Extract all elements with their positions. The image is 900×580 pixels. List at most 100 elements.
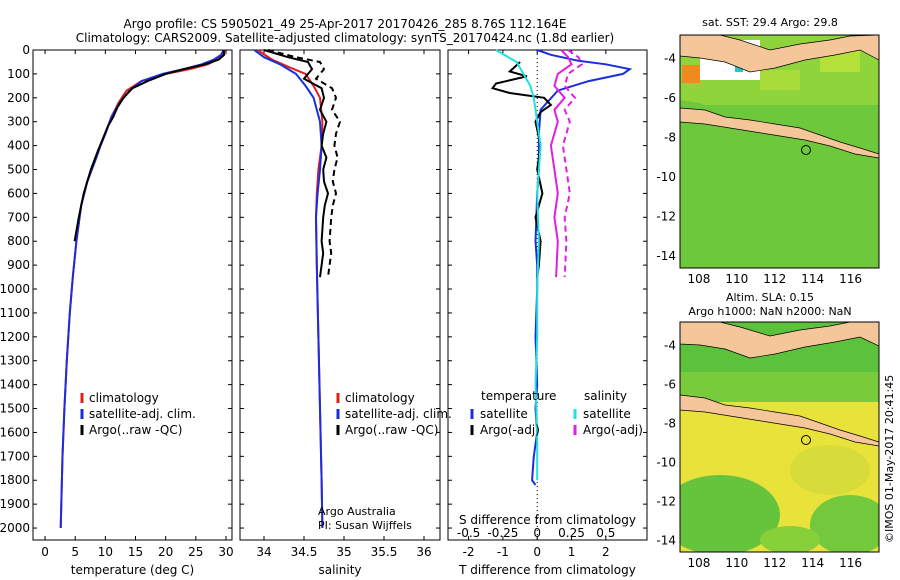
- y-tick-label: 1400: [0, 378, 30, 392]
- header-line1: Argo profile: CS 5905021_49 25-Apr-2017 …: [124, 17, 567, 31]
- sla-map-title: Altim. SLA: 0.15: [726, 291, 814, 304]
- legend-temperature-heading: temperature: [481, 389, 556, 403]
- y-tick-label: 1000: [0, 282, 30, 296]
- map-x-tick-label: 112: [763, 556, 786, 570]
- map-x-tick-label: 110: [725, 556, 748, 570]
- x-tick-label: -1: [497, 545, 509, 559]
- y-tick-label: 700: [7, 210, 30, 224]
- y-tick-label: 1100: [0, 306, 30, 320]
- series-line-satellite-adj-clim-: [59, 49, 225, 529]
- y-tick-label: 1200: [0, 330, 30, 344]
- x-tick-label: 25: [188, 545, 203, 559]
- sla-map-subtitle: Argo h1000: NaN h2000: NaN: [688, 305, 851, 318]
- x-tick-label: 35.5: [371, 545, 398, 559]
- legend-salinity-heading: salinity: [584, 389, 627, 403]
- imos-timestamp: ©IMOS 01-May-2017 20:41:45: [883, 375, 896, 543]
- header-line2: Climatology: CARS2009. Satellite-adjuste…: [76, 31, 614, 45]
- x-tick2-label: -0.5: [457, 526, 480, 540]
- series-line-climatology: [59, 49, 226, 529]
- legend-label: satellite-adj. clim.: [89, 407, 196, 421]
- x-tick2-label: 0.5: [596, 526, 615, 540]
- series-line-t-argo-adj-: [490, 61, 553, 278]
- map-x-tick-label: 114: [801, 272, 824, 286]
- x-tick2-label: -0.25: [487, 526, 518, 540]
- y-tick-label: 100: [7, 67, 30, 81]
- x-tick-label: 34.5: [291, 545, 318, 559]
- legend-label: Argo(..raw -QC): [89, 423, 182, 437]
- y-tick-label: 200: [7, 91, 30, 105]
- x-tick-label: 34: [256, 545, 271, 559]
- x-tick-label: 10: [98, 545, 113, 559]
- series-line-argo-adj-: [267, 49, 342, 278]
- y-tick-label: 1800: [0, 473, 30, 487]
- y-tick-label: 500: [7, 163, 30, 177]
- map-y-tick-label: -10: [656, 170, 676, 184]
- sst-map-frame: [679, 34, 880, 269]
- series-line-climatology: [257, 49, 324, 529]
- y-tick-label: 800: [7, 234, 30, 248]
- map-y-tick-label: -14: [656, 533, 676, 547]
- map-x-tick-label: 108: [687, 556, 710, 570]
- salinity-panel: [239, 49, 441, 541]
- y-tick-label: 400: [7, 139, 30, 153]
- series-line-argo-raw-qc-: [73, 49, 226, 242]
- legend-label: Argo(-adj): [583, 423, 643, 437]
- map-y-tick-label: -14: [656, 249, 676, 263]
- x-tick2-label: 0: [533, 526, 541, 540]
- x-tick-label: 1: [568, 545, 576, 559]
- series-line-s-argo-adj-: [561, 49, 584, 278]
- legend-label: climatology: [345, 391, 415, 405]
- map-y-tick-label: -8: [664, 131, 676, 145]
- map-y-tick-label: -10: [656, 455, 676, 469]
- x-axis-label: temperature (deg C): [71, 563, 194, 577]
- legend-label: satellite: [583, 407, 631, 421]
- y-tick-label: 1600: [0, 425, 30, 439]
- legend-label: satellite: [480, 407, 528, 421]
- x-tick-label: 2: [602, 545, 610, 559]
- sst-map-title: sat. SST: 29.4 Argo: 29.8: [702, 16, 838, 29]
- map-x-tick-label: 110: [725, 272, 748, 286]
- series-line-satellite-adj-clim-: [253, 49, 324, 529]
- x-axis-label-salinity: S difference from climatology: [459, 513, 636, 527]
- y-tick-label: 0: [22, 43, 30, 57]
- map-y-tick-label: -6: [664, 377, 676, 391]
- y-tick-label: 300: [7, 115, 30, 129]
- map-x-tick-label: 114: [801, 556, 824, 570]
- y-tick-label: 1900: [0, 497, 30, 511]
- annotation-line2: PI: Susan Wijffels: [318, 519, 412, 532]
- map-y-tick-label: -4: [664, 338, 676, 352]
- map-x-tick-label: 116: [839, 556, 862, 570]
- temperature-panel: [32, 49, 233, 541]
- sla-map-frame: [679, 321, 880, 553]
- x-tick-label: 35: [336, 545, 351, 559]
- sst-map: [680, 35, 879, 268]
- series-line-argo-raw-qc-: [263, 49, 330, 278]
- legend-label: satellite-adj. clim.: [345, 407, 452, 421]
- x-axis-label: T difference from climatology: [458, 563, 636, 577]
- series-line-s-argo-adj-raw: [549, 49, 573, 278]
- x-tick-label: 0: [41, 545, 49, 559]
- map-y-tick-label: -8: [664, 416, 676, 430]
- legend-label: climatology: [89, 391, 159, 405]
- x-tick-label: -2: [463, 545, 475, 559]
- map-x-tick-label: 112: [763, 272, 786, 286]
- difference-panel: [447, 49, 648, 541]
- x-tick-label: 5: [71, 545, 79, 559]
- y-tick-label: 2000: [0, 521, 30, 535]
- legend-label: Argo(..raw -QC): [345, 423, 438, 437]
- x-tick-label: 20: [158, 545, 173, 559]
- map-x-tick-label: 116: [839, 272, 862, 286]
- map-y-tick-label: -4: [664, 52, 676, 66]
- map-x-tick-label: 108: [687, 272, 710, 286]
- x-tick-label: 30: [218, 545, 233, 559]
- annotation-line1: Argo Australia: [318, 505, 396, 518]
- x-tick-label: 15: [128, 545, 143, 559]
- x-tick2-label: 0.25: [558, 526, 585, 540]
- y-tick-label: 1300: [0, 354, 30, 368]
- map-y-tick-label: -12: [656, 494, 676, 508]
- legend-label: Argo(-adj): [480, 423, 540, 437]
- x-axis-label: salinity: [318, 563, 361, 577]
- sla-map: [680, 322, 879, 552]
- y-tick-label: 600: [7, 186, 30, 200]
